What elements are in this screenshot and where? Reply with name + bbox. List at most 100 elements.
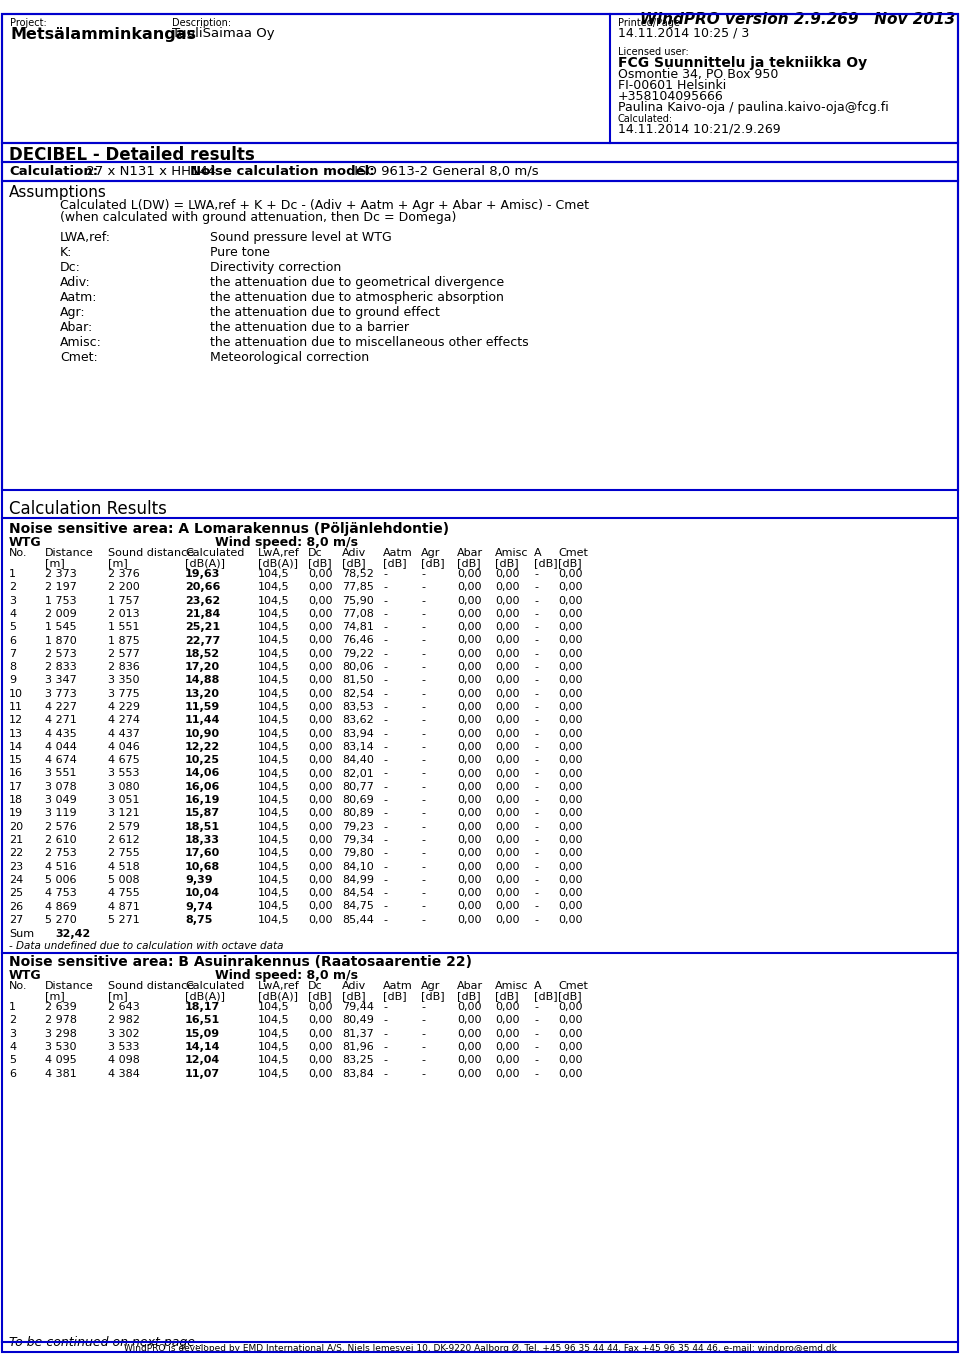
Text: 0,00: 0,00 bbox=[308, 663, 332, 672]
Text: 2 573: 2 573 bbox=[45, 649, 77, 658]
Text: Wind speed: 8,0 m/s: Wind speed: 8,0 m/s bbox=[215, 968, 358, 982]
Text: 4 381: 4 381 bbox=[45, 1068, 77, 1079]
Text: 2: 2 bbox=[9, 1015, 16, 1026]
Text: -: - bbox=[383, 809, 387, 818]
Text: 3 551: 3 551 bbox=[45, 769, 77, 779]
Text: -: - bbox=[421, 795, 425, 805]
Text: 77,08: 77,08 bbox=[342, 609, 373, 619]
Text: 0,00: 0,00 bbox=[558, 609, 583, 619]
Text: Abar: Abar bbox=[457, 981, 483, 992]
Text: -: - bbox=[421, 702, 425, 712]
Text: -: - bbox=[534, 742, 538, 751]
Text: -: - bbox=[534, 915, 538, 925]
Text: 18,51: 18,51 bbox=[185, 822, 220, 832]
Text: 0,00: 0,00 bbox=[495, 809, 519, 818]
Text: [dB]: [dB] bbox=[457, 557, 481, 568]
Text: Description:: Description: bbox=[172, 18, 231, 27]
Bar bbox=[2, 143, 958, 163]
Text: 10,68: 10,68 bbox=[185, 862, 220, 872]
Text: 19: 19 bbox=[9, 809, 23, 818]
Text: 0,00: 0,00 bbox=[457, 848, 482, 858]
Text: -: - bbox=[421, 716, 425, 725]
Text: 2 978: 2 978 bbox=[45, 1015, 77, 1026]
Text: the attenuation due to geometrical divergence: the attenuation due to geometrical diver… bbox=[210, 276, 504, 290]
Text: -: - bbox=[383, 688, 387, 698]
Text: 0,00: 0,00 bbox=[558, 809, 583, 818]
Text: 104,5: 104,5 bbox=[258, 835, 290, 846]
Text: -: - bbox=[383, 596, 387, 605]
Text: -: - bbox=[534, 862, 538, 872]
Text: 24: 24 bbox=[9, 874, 23, 885]
Text: -: - bbox=[421, 769, 425, 779]
Text: -: - bbox=[534, 902, 538, 911]
Text: [dB]: [dB] bbox=[421, 557, 444, 568]
Text: 81,37: 81,37 bbox=[342, 1029, 373, 1038]
Text: 0,00: 0,00 bbox=[495, 835, 519, 846]
Text: 0,00: 0,00 bbox=[558, 622, 583, 632]
Text: 0,00: 0,00 bbox=[558, 596, 583, 605]
Text: 0,00: 0,00 bbox=[558, 1042, 583, 1052]
Text: 4 674: 4 674 bbox=[45, 755, 77, 765]
Text: 0,00: 0,00 bbox=[558, 1015, 583, 1026]
Text: -: - bbox=[534, 809, 538, 818]
Text: FCG Suunnittelu ja tekniikka Oy: FCG Suunnittelu ja tekniikka Oy bbox=[618, 56, 867, 70]
Text: 3 533: 3 533 bbox=[108, 1042, 139, 1052]
Text: Calculated: Calculated bbox=[185, 548, 245, 557]
Text: 0,00: 0,00 bbox=[457, 1029, 482, 1038]
Text: 4 753: 4 753 bbox=[45, 888, 77, 899]
Text: 3 051: 3 051 bbox=[108, 795, 139, 805]
Text: 0,00: 0,00 bbox=[308, 1003, 332, 1012]
Text: [dB]: [dB] bbox=[383, 992, 407, 1001]
Text: -: - bbox=[534, 702, 538, 712]
Text: 10,04: 10,04 bbox=[185, 888, 220, 899]
Text: 4 437: 4 437 bbox=[108, 728, 140, 739]
Text: -: - bbox=[421, 862, 425, 872]
Text: 6: 6 bbox=[9, 1068, 16, 1079]
Bar bbox=[2, 14, 958, 143]
Text: 80,77: 80,77 bbox=[342, 781, 373, 792]
Text: -: - bbox=[534, 649, 538, 658]
Text: 3 347: 3 347 bbox=[45, 675, 77, 686]
Text: -: - bbox=[421, 649, 425, 658]
Text: -: - bbox=[383, 635, 387, 646]
Text: 4 518: 4 518 bbox=[108, 862, 140, 872]
Text: -: - bbox=[534, 1015, 538, 1026]
Text: -: - bbox=[383, 874, 387, 885]
Text: [dB]: [dB] bbox=[421, 992, 444, 1001]
Text: 1 551: 1 551 bbox=[108, 622, 139, 632]
Text: 11: 11 bbox=[9, 702, 23, 712]
Text: 0,00: 0,00 bbox=[495, 570, 519, 579]
Text: -: - bbox=[383, 795, 387, 805]
Text: 2 013: 2 013 bbox=[108, 609, 139, 619]
Text: 0,00: 0,00 bbox=[495, 902, 519, 911]
Text: 0,00: 0,00 bbox=[308, 1029, 332, 1038]
Text: 4 274: 4 274 bbox=[108, 716, 140, 725]
Text: WTG: WTG bbox=[9, 535, 41, 549]
Text: [dB(A)]: [dB(A)] bbox=[258, 992, 298, 1001]
Text: -: - bbox=[421, 755, 425, 765]
Text: 4 869: 4 869 bbox=[45, 902, 77, 911]
Text: Sum: Sum bbox=[9, 929, 35, 938]
Text: 11,59: 11,59 bbox=[185, 702, 220, 712]
Text: 83,62: 83,62 bbox=[342, 716, 373, 725]
Text: 12: 12 bbox=[9, 716, 23, 725]
Text: 0,00: 0,00 bbox=[558, 1003, 583, 1012]
Text: 0,00: 0,00 bbox=[308, 622, 332, 632]
Text: 2 982: 2 982 bbox=[108, 1015, 140, 1026]
Text: Agr: Agr bbox=[421, 981, 441, 992]
Text: 84,10: 84,10 bbox=[342, 862, 373, 872]
Text: 0,00: 0,00 bbox=[457, 609, 482, 619]
Text: 104,5: 104,5 bbox=[258, 848, 290, 858]
Text: 5 271: 5 271 bbox=[108, 915, 140, 925]
Text: 0,00: 0,00 bbox=[457, 781, 482, 792]
Text: 0,00: 0,00 bbox=[308, 688, 332, 698]
Text: 14: 14 bbox=[9, 742, 23, 751]
Text: 0,00: 0,00 bbox=[457, 755, 482, 765]
Text: 16: 16 bbox=[9, 769, 23, 779]
Text: 2 576: 2 576 bbox=[45, 822, 77, 832]
Text: 2 755: 2 755 bbox=[108, 848, 140, 858]
Text: Metsälamminkangas: Metsälamminkangas bbox=[10, 27, 196, 42]
Text: ISO 9613-2 General 8,0 m/s: ISO 9613-2 General 8,0 m/s bbox=[350, 165, 539, 178]
Text: Noise sensitive area: B Asuinrakennus (Raatosaarentie 22): Noise sensitive area: B Asuinrakennus (R… bbox=[9, 955, 472, 968]
Text: 0,00: 0,00 bbox=[558, 663, 583, 672]
